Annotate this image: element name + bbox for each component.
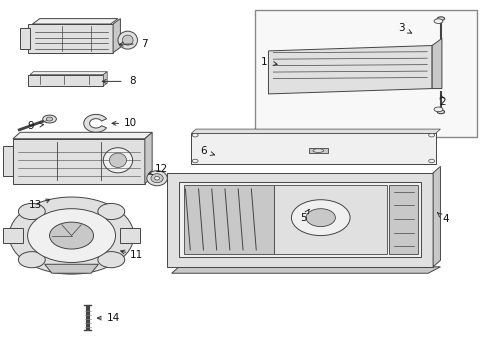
Ellipse shape [313, 149, 324, 152]
Ellipse shape [192, 159, 198, 163]
Polygon shape [3, 146, 13, 176]
Polygon shape [32, 19, 118, 24]
Polygon shape [103, 72, 107, 86]
Polygon shape [45, 264, 98, 273]
Ellipse shape [103, 148, 133, 173]
Text: 10: 10 [123, 118, 137, 128]
Ellipse shape [292, 200, 350, 235]
Polygon shape [20, 28, 30, 49]
Polygon shape [3, 228, 23, 243]
Ellipse shape [434, 19, 443, 23]
Text: 5: 5 [300, 213, 307, 222]
Text: 3: 3 [398, 23, 405, 33]
Ellipse shape [151, 174, 163, 183]
Ellipse shape [306, 209, 335, 226]
Ellipse shape [429, 134, 435, 137]
Ellipse shape [437, 17, 444, 21]
Polygon shape [389, 185, 418, 253]
Polygon shape [191, 134, 436, 164]
Ellipse shape [27, 209, 116, 262]
Ellipse shape [437, 110, 444, 114]
Ellipse shape [109, 153, 126, 167]
Text: 2: 2 [440, 97, 446, 107]
Wedge shape [84, 114, 106, 132]
Polygon shape [172, 267, 441, 273]
Polygon shape [274, 185, 387, 253]
Ellipse shape [147, 171, 167, 186]
Ellipse shape [122, 35, 133, 45]
Text: 9: 9 [27, 121, 34, 131]
Polygon shape [13, 132, 152, 139]
Polygon shape [269, 45, 432, 94]
Polygon shape [113, 19, 121, 53]
Text: 8: 8 [129, 76, 136, 86]
Ellipse shape [434, 107, 443, 112]
Text: 12: 12 [155, 164, 169, 174]
Ellipse shape [98, 203, 125, 220]
Ellipse shape [49, 222, 94, 249]
Ellipse shape [118, 31, 138, 49]
Polygon shape [30, 72, 107, 75]
Ellipse shape [192, 134, 198, 137]
Ellipse shape [98, 252, 125, 268]
Polygon shape [191, 129, 441, 134]
Text: 4: 4 [442, 215, 449, 224]
Text: 11: 11 [130, 250, 143, 260]
Text: 13: 13 [29, 200, 43, 210]
Text: 7: 7 [142, 39, 148, 49]
Ellipse shape [155, 176, 159, 180]
Polygon shape [309, 148, 328, 153]
Text: 1: 1 [261, 57, 268, 67]
Polygon shape [432, 39, 442, 89]
Bar [255, 10, 477, 137]
Polygon shape [433, 166, 441, 267]
Ellipse shape [43, 115, 56, 123]
Ellipse shape [18, 252, 45, 268]
Polygon shape [167, 173, 433, 267]
Polygon shape [179, 182, 421, 257]
Polygon shape [27, 24, 113, 53]
Text: 14: 14 [106, 313, 120, 323]
Polygon shape [27, 75, 103, 86]
Ellipse shape [429, 159, 435, 163]
Polygon shape [121, 228, 140, 243]
Ellipse shape [47, 117, 53, 121]
Polygon shape [13, 139, 145, 184]
Polygon shape [184, 185, 274, 253]
Text: 6: 6 [200, 146, 207, 156]
Polygon shape [145, 132, 152, 184]
Ellipse shape [18, 203, 45, 220]
Ellipse shape [9, 197, 134, 274]
